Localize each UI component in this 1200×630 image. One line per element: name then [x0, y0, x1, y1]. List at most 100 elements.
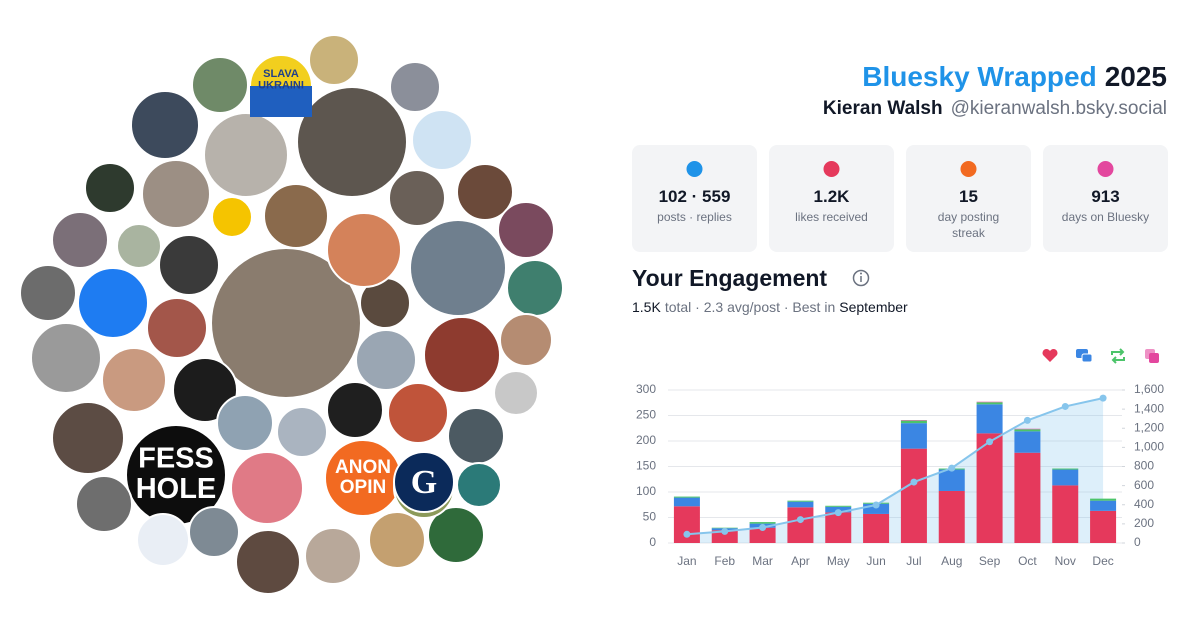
avatar	[101, 347, 167, 413]
stat-value: 15	[959, 187, 978, 206]
bar-segment	[900, 420, 927, 424]
bar-segment	[900, 423, 927, 449]
avatar	[211, 196, 253, 238]
stat-card	[632, 145, 757, 252]
line-point	[948, 464, 956, 472]
bar-segment	[976, 404, 1003, 434]
profile-handle: @kieranwalsh.bsky.social	[951, 98, 1167, 119]
bar-segment	[1014, 429, 1041, 432]
bar-segment	[1090, 498, 1117, 501]
avatar	[130, 90, 200, 160]
badge-text: G	[411, 464, 437, 501]
x-tick-label: Aug	[941, 554, 962, 568]
bar-segment	[673, 496, 700, 498]
badge-text: HOLE	[136, 473, 217, 505]
stat-card	[1043, 145, 1168, 252]
bar-segment	[1014, 431, 1041, 453]
bar-segment	[900, 448, 927, 543]
avatar	[456, 462, 502, 508]
bar-segment	[1090, 510, 1117, 543]
y2-tick-label: 800	[1134, 459, 1154, 473]
avatar	[146, 297, 208, 359]
y2-tick-label: 200	[1134, 516, 1154, 530]
y2-tick-label: 1,000	[1134, 440, 1164, 454]
avatar	[210, 247, 362, 399]
section-heading: Your Engagement	[632, 265, 827, 291]
x-tick-label: Jun	[866, 554, 885, 568]
avatar	[409, 219, 507, 317]
avatar	[158, 234, 220, 296]
bar-segment	[1014, 452, 1041, 543]
bar-segment	[976, 402, 1003, 405]
x-tick-label: Mar	[752, 554, 773, 568]
stat-icon	[823, 161, 840, 177]
stat-cards: 102 · 559 posts · replies 1.2K likes receiv…	[632, 145, 1168, 252]
y2-tick-label: 1,200	[1134, 420, 1164, 434]
x-tick-label: Jul	[906, 554, 921, 568]
y2-tick-label: 0	[1134, 535, 1141, 549]
x-tick-label: Nov	[1055, 554, 1076, 568]
title: Bluesky Wrapped 2025	[862, 61, 1167, 92]
profile-name: Kieran Walsh	[823, 98, 943, 119]
bar-segment	[673, 497, 700, 507]
badge-text: FESS	[138, 442, 214, 474]
x-tick-label: Sep	[979, 554, 1001, 568]
avatar	[368, 511, 426, 569]
avatar	[499, 313, 553, 367]
legend-icon	[1111, 348, 1125, 364]
line	[686, 397, 1104, 536]
line-point	[1099, 394, 1107, 402]
stat-value: 102 · 559	[659, 187, 731, 206]
bar-segment	[787, 500, 814, 502]
avatar	[276, 406, 328, 458]
bar-segment	[1052, 469, 1079, 486]
stat-label: day posting streak	[938, 210, 999, 240]
avatar	[308, 34, 360, 86]
stat-card	[906, 145, 1031, 252]
y-tick-label: 100	[636, 484, 656, 498]
bar-segment	[938, 469, 965, 491]
badge-text: SLAVA	[263, 68, 299, 80]
summary-stats: total · 2.3 avg/post · Best in	[665, 299, 835, 315]
avatar	[388, 169, 446, 227]
avatar	[77, 267, 149, 339]
badge-text: UKRAINI	[258, 80, 304, 92]
bar-segment	[1014, 428, 1041, 430]
bar-segment	[1090, 500, 1117, 511]
avatar	[326, 381, 384, 439]
avatar	[30, 322, 102, 394]
line-point	[759, 524, 767, 532]
avatar	[136, 513, 190, 567]
line-point	[910, 478, 918, 486]
avatar	[203, 112, 289, 198]
avatar	[191, 56, 249, 114]
bar-segment	[1052, 468, 1079, 470]
y-tick-label: 300	[636, 382, 656, 396]
avatar	[141, 159, 211, 229]
y-tick-label: 0	[649, 535, 656, 549]
avatar	[296, 86, 408, 198]
stat-icon	[960, 161, 977, 177]
x-tick-label: May	[827, 554, 850, 568]
ukraine-flag-band	[250, 86, 312, 117]
stat-label: days on Bluesky	[1062, 210, 1149, 224]
avatar	[387, 382, 449, 444]
bar-segment	[825, 512, 852, 543]
avatar	[75, 475, 133, 533]
avatar	[235, 529, 301, 595]
x-tick-label: Oct	[1018, 554, 1037, 568]
y2-tick-label: 400	[1134, 497, 1154, 511]
avatar	[51, 401, 125, 475]
avatar	[172, 357, 238, 423]
bar-segment	[787, 507, 814, 543]
badge-text: OPIN	[340, 477, 386, 498]
stat-label: posts · replies	[657, 210, 732, 224]
stat-card	[769, 145, 894, 252]
y-tick-label: 250	[636, 408, 656, 422]
line-point	[796, 516, 804, 524]
summary: 1.5K total · 2.3 avg/post · Best in Septem…	[632, 299, 908, 315]
avatar	[188, 506, 240, 558]
avatar	[456, 163, 514, 221]
line-point	[1061, 402, 1069, 410]
summary-total: 1.5K	[632, 299, 661, 315]
